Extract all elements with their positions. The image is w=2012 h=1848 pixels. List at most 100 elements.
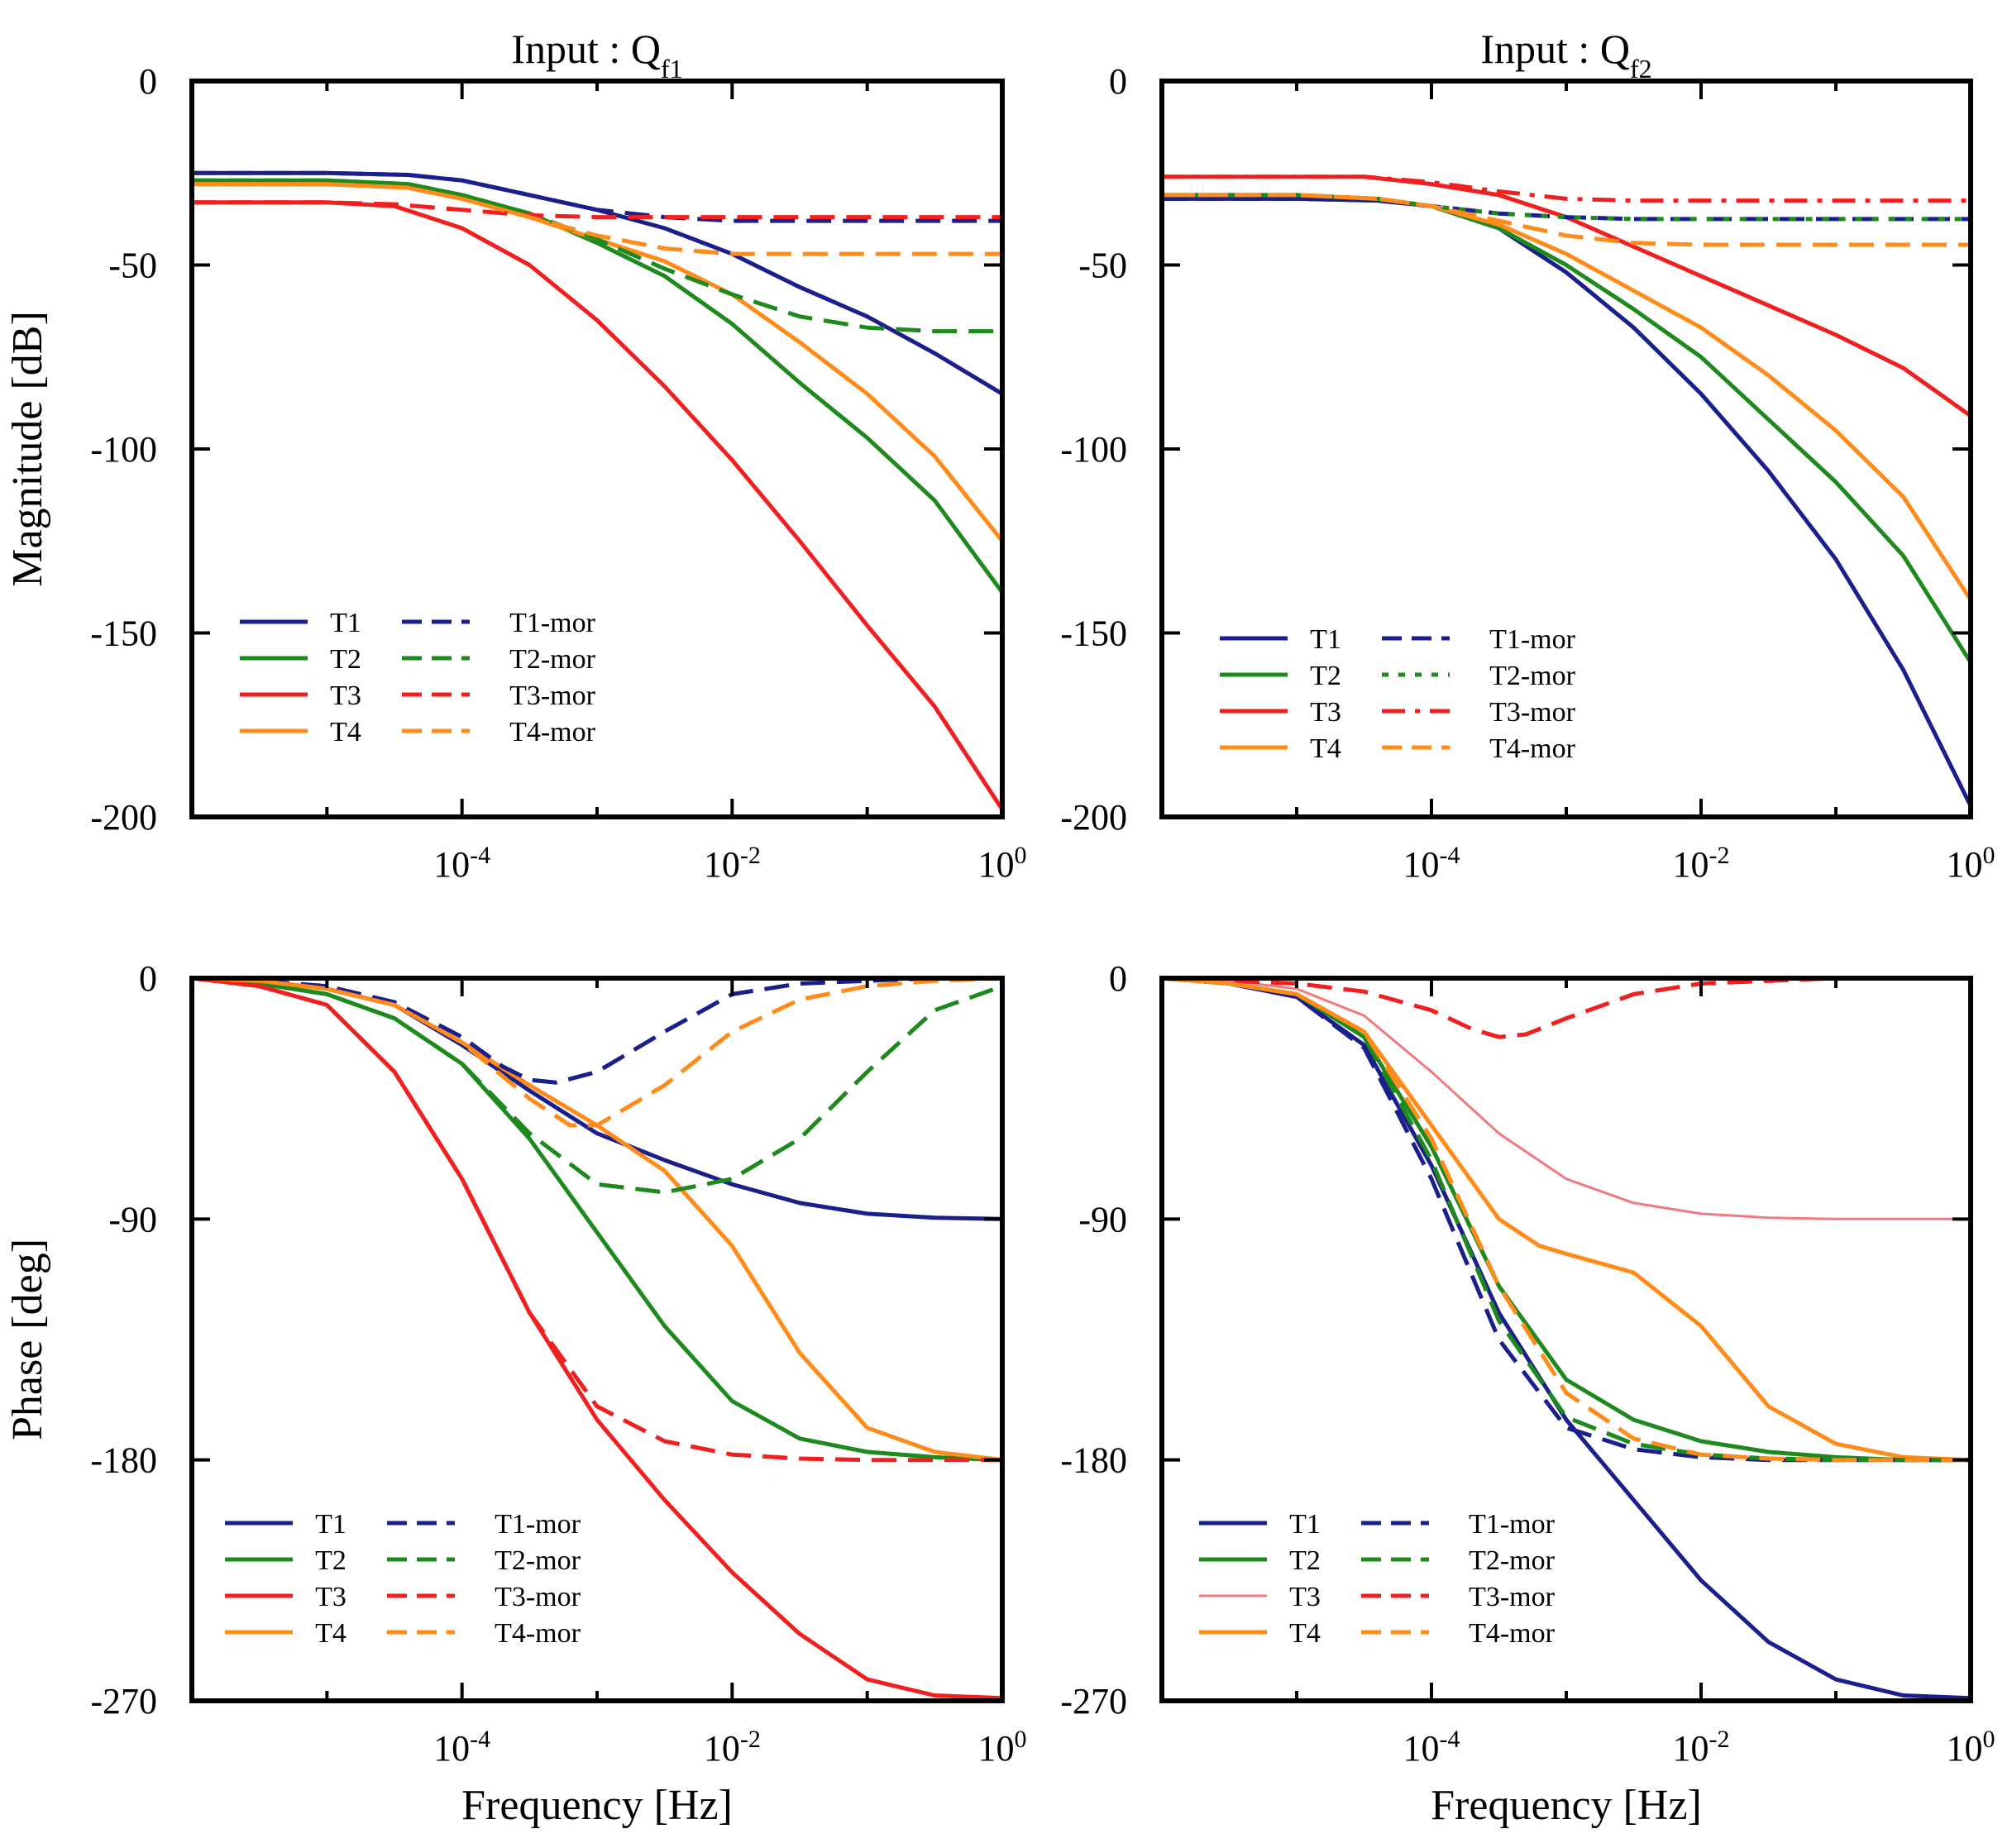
legend-label: T1 xyxy=(1310,624,1341,655)
y-tick-label: -50 xyxy=(1078,246,1127,286)
series-t4-mor-line xyxy=(192,978,1002,1128)
y-axis-label: Phase [deg] xyxy=(4,1239,51,1440)
chart-title: Input : Qf2 xyxy=(1480,26,1651,84)
x-tick-label: 100 xyxy=(978,842,1027,886)
x-tick-label: 100 xyxy=(978,1726,1027,1769)
legend-label: T1-mor xyxy=(509,608,596,638)
series-t2-mor-line xyxy=(192,178,1002,334)
y-tick-label: -90 xyxy=(1078,1199,1127,1239)
series-t1-mor-line xyxy=(192,170,1002,223)
chart-phase_qf1: 0 -90 -180 -270 10-4 10-2 100 Phase [deg] Freque… xyxy=(4,958,1027,1829)
series-t4-line xyxy=(192,978,1002,1463)
series-t3-mor-line xyxy=(192,200,1002,220)
legend-label: T3-mor xyxy=(1469,1582,1556,1612)
legend-label: T2-mor xyxy=(1469,1545,1556,1576)
plot-frame xyxy=(1159,976,1973,1703)
x-tick-label: 100 xyxy=(1947,842,1995,886)
legend-label: T4 xyxy=(1310,733,1341,764)
legend: T1 T2 T3 T4 T1-mor T2-mor T3-mor T4-mor xyxy=(240,608,596,747)
legend-label: T3 xyxy=(330,680,361,711)
legend-label: T1 xyxy=(315,1509,346,1540)
y-tick-label: -200 xyxy=(1060,797,1127,838)
y-tick-label: -100 xyxy=(90,429,157,470)
y-tick-label: -270 xyxy=(90,1681,157,1721)
series-group xyxy=(192,978,1002,1701)
x-tick-label: 10-2 xyxy=(704,842,761,886)
series-t2-line xyxy=(192,978,1002,1463)
series-t3-mor-line xyxy=(192,978,1002,1463)
y-tick-label: 0 xyxy=(139,958,157,999)
y-tick-label: 0 xyxy=(139,61,157,102)
x-axis-label: Frequency [Hz] xyxy=(461,1782,733,1829)
series-t3-line xyxy=(1162,174,1971,418)
series-t1-mor-line xyxy=(1162,196,1971,222)
series-t3-line xyxy=(1162,978,1971,1220)
legend-label: T4-mor xyxy=(1489,733,1576,764)
series-t4-mor-line xyxy=(1162,978,1971,1463)
series-t4-line xyxy=(1162,193,1971,601)
series-group xyxy=(1162,978,1971,1701)
legend-label: T3-mor xyxy=(509,680,596,711)
x-tick-label: 10-4 xyxy=(1403,1726,1460,1769)
x-axis-label: Frequency [Hz] xyxy=(1431,1782,1702,1829)
series-t3-line xyxy=(192,200,1002,811)
legend-label: T3-mor xyxy=(495,1582,581,1612)
series-t2-line xyxy=(192,178,1002,594)
x-tick-label: 10-2 xyxy=(704,1726,761,1769)
x-tick-label: 10-2 xyxy=(1673,1726,1730,1769)
x-tick-label: 10-4 xyxy=(433,842,490,886)
y-tick-label: -180 xyxy=(1060,1440,1127,1481)
y-tick-label: 0 xyxy=(1109,61,1127,102)
series-t2-mor-line xyxy=(192,978,1002,1195)
legend-label: T2 xyxy=(330,644,361,675)
series-t1-line xyxy=(192,170,1002,396)
x-tick-label: 100 xyxy=(1947,1726,1995,1769)
chart-title: Input : Qf1 xyxy=(511,26,682,84)
y-tick-label: -100 xyxy=(1060,429,1127,470)
series-group xyxy=(192,170,1002,811)
series-t1-line xyxy=(192,978,1002,1221)
legend-label: T4-mor xyxy=(509,717,596,747)
y-tick-label: -200 xyxy=(90,797,157,838)
y-tick-label: -50 xyxy=(108,246,157,286)
legend: T1 T2 T3 T4 T1-mor T2-mor T3-mor T4-mor xyxy=(1220,624,1576,764)
legend-label: T1 xyxy=(1289,1509,1321,1540)
x-tick-label: 10-2 xyxy=(1673,842,1730,886)
legend-label: T1 xyxy=(330,608,361,638)
legend-label: T3 xyxy=(1310,697,1341,728)
legend: T1 T2 T3 T4 T1-mor T2-mor T3-mor T4-mor xyxy=(225,1509,581,1649)
legend-label: T4 xyxy=(1289,1618,1321,1649)
legend-label: T2 xyxy=(1289,1545,1321,1576)
legend-label: T1-mor xyxy=(1489,624,1576,655)
series-t4-mor-line xyxy=(192,182,1002,256)
legend-label: T1-mor xyxy=(1469,1509,1556,1540)
y-tick-label: 0 xyxy=(1109,958,1127,999)
chart-mag_qf2: 0 -50 -100 -150 -200 10-4 10-2 100 Input : Qf2 T1… xyxy=(1060,26,1995,885)
legend-label: T3 xyxy=(315,1582,346,1612)
y-tick-label: -270 xyxy=(1060,1681,1127,1721)
x-tick-label: 10-4 xyxy=(1403,842,1460,886)
legend-label: T4-mor xyxy=(1469,1618,1556,1649)
y-tick-label: -150 xyxy=(90,614,157,654)
legend-label: T2-mor xyxy=(495,1545,581,1576)
series-t4-mor-line xyxy=(1162,193,1971,247)
series-t1-line xyxy=(1162,978,1971,1701)
series-t1-mor-line xyxy=(192,978,1002,1085)
legend-label: T3 xyxy=(1289,1582,1321,1612)
series-t3-mor-line xyxy=(1162,978,1971,1039)
y-tick-label: -180 xyxy=(90,1440,157,1481)
legend: T1 T2 T3 T4 T1-mor T2-mor T3-mor T4-mor xyxy=(1199,1509,1556,1649)
y-tick-label: -90 xyxy=(108,1199,157,1239)
legend-label: T4 xyxy=(330,717,361,747)
legend-label: T4 xyxy=(315,1618,346,1649)
legend-label: T2-mor xyxy=(509,644,596,675)
series-t3-line xyxy=(192,978,1002,1701)
legend-label: T4-mor xyxy=(495,1618,581,1649)
legend-label: T3-mor xyxy=(1489,697,1576,728)
legend-label: T1-mor xyxy=(495,1509,581,1540)
series-t3-mor-line xyxy=(1162,174,1971,203)
y-tick-label: -150 xyxy=(1060,614,1127,654)
series-t2-line xyxy=(1162,193,1971,664)
